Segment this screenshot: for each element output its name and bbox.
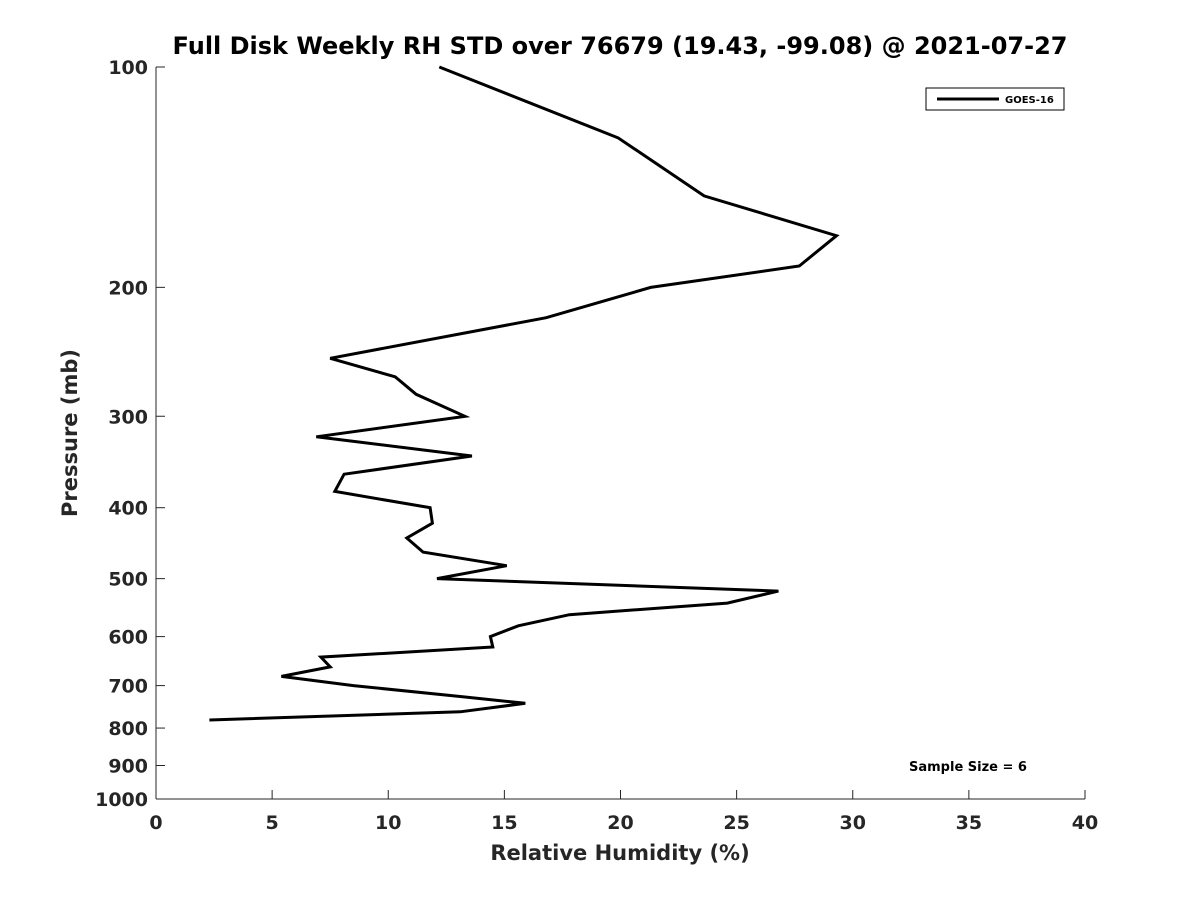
x-tick-label: 15 — [491, 812, 517, 834]
series-line-goes-16 — [209, 65, 840, 722]
y-tick-label: 800 — [108, 718, 148, 740]
y-tick-label: 700 — [108, 676, 148, 698]
y-axis-label: Pressure (mb) — [58, 349, 82, 517]
y-tick-label: 900 — [108, 756, 148, 778]
x-tick-label: 35 — [956, 812, 982, 834]
series-group — [209, 65, 840, 722]
legend: GOES-16 — [925, 87, 1065, 111]
x-tick-label: 5 — [266, 812, 279, 834]
x-tick-label: 25 — [723, 812, 749, 834]
x-tick-label: 30 — [840, 812, 866, 834]
y-tick-label: 1000 — [95, 789, 148, 811]
x-tick-label: 0 — [149, 812, 162, 834]
x-axis-label: Relative Humidity (%) — [490, 841, 749, 865]
y-tick-label: 600 — [108, 627, 148, 649]
y-tick-label: 100 — [108, 57, 148, 79]
sample-size-annotation: Sample Size = 6 — [909, 760, 1027, 775]
y-tick-label: 300 — [108, 406, 148, 428]
x-ticks: 0 5 10 15 20 25 30 35 40 — [149, 790, 1098, 834]
x-tick-label: 40 — [1072, 812, 1098, 834]
chart-title: Full Disk Weekly RH STD over 76679 (19.4… — [173, 32, 1068, 60]
y-tick-label: 500 — [108, 569, 148, 591]
x-tick-label: 10 — [375, 812, 401, 834]
x-tick-label: 20 — [607, 812, 633, 834]
legend-label-goes-16: GOES-16 — [1005, 95, 1054, 106]
y-tick-label: 200 — [108, 277, 148, 299]
y-ticks: 100 200 300 400 500 600 700 800 900 1000 — [95, 57, 165, 811]
y-tick-label: 400 — [108, 498, 148, 520]
